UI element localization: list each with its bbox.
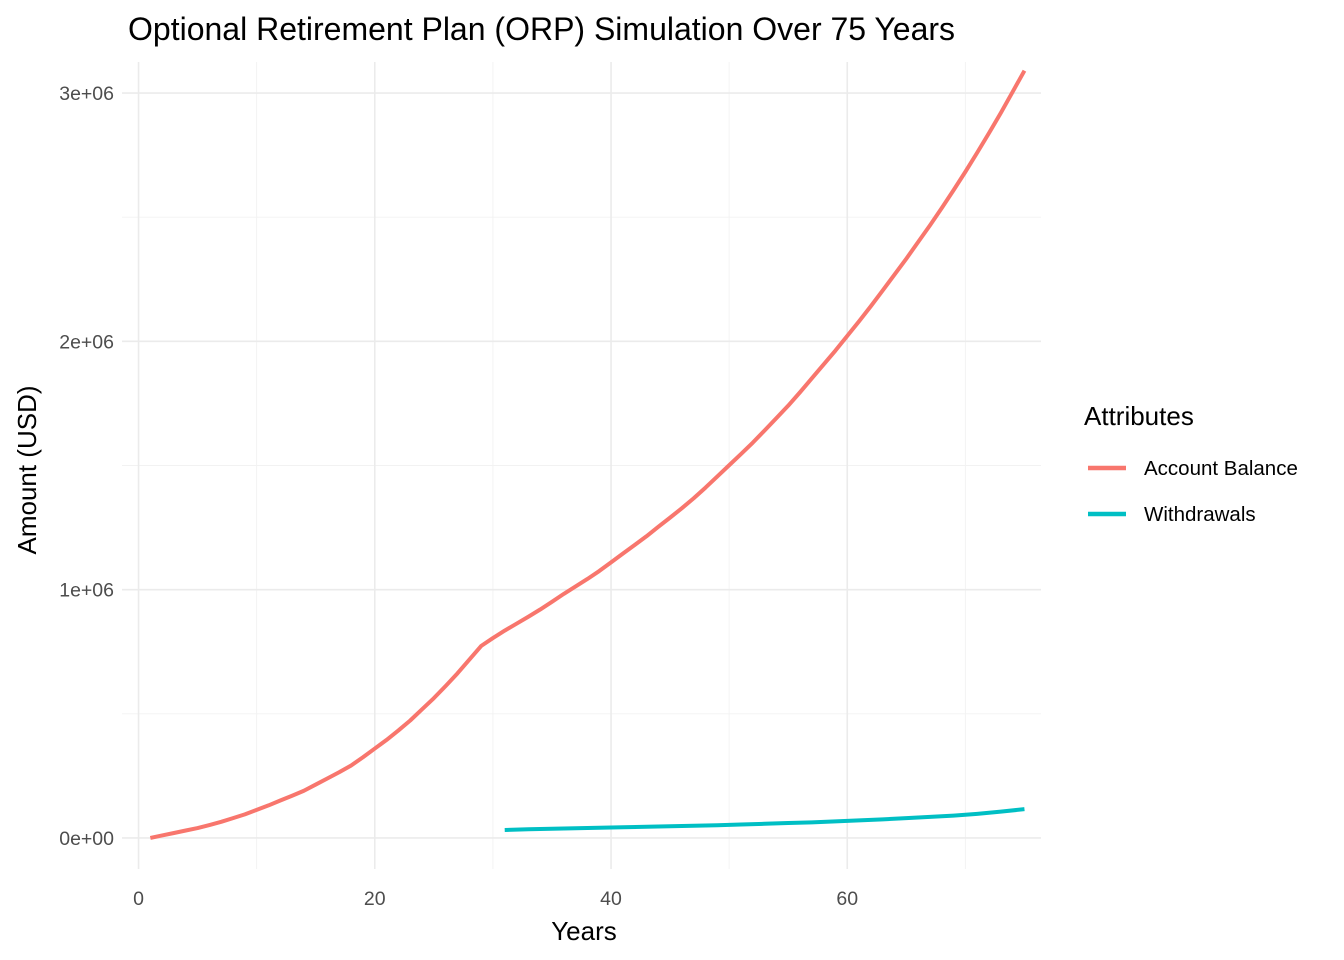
y-tick-label: 0e+00 [59, 828, 114, 850]
x-tick-label: 40 [600, 888, 622, 910]
x-tick-label: 60 [836, 888, 858, 910]
x-tick-label: 20 [364, 888, 386, 910]
x-axis-tick-labels: 0 20 40 60 [133, 888, 858, 910]
legend-label-withdrawals: Withdrawals [1144, 503, 1256, 526]
legend-title: Attributes [1084, 401, 1194, 431]
legend-label-account-balance: Account Balance [1144, 457, 1298, 480]
series-line-account-balance [149, 69, 1027, 840]
y-axis-title: Amount (USD) [12, 385, 42, 554]
x-axis-title: Years [551, 916, 617, 946]
y-axis-tick-labels: 0e+00 1e+06 2e+06 3e+06 [59, 83, 114, 850]
y-tick-label: 2e+06 [59, 331, 114, 353]
legend-items: Account Balance Withdrawals [1088, 457, 1298, 526]
legend: Attributes Account Balance Withdrawals [1084, 401, 1298, 526]
y-tick-label: 3e+06 [59, 83, 114, 105]
minor-gridlines [122, 62, 1041, 869]
chart-title: Optional Retirement Plan (ORP) Simulatio… [128, 11, 955, 47]
major-gridlines [122, 62, 1041, 869]
series-line-withdrawals [504, 807, 1025, 833]
y-tick-label: 1e+06 [59, 580, 114, 602]
x-tick-label: 0 [133, 888, 144, 910]
series-layer [149, 69, 1027, 840]
